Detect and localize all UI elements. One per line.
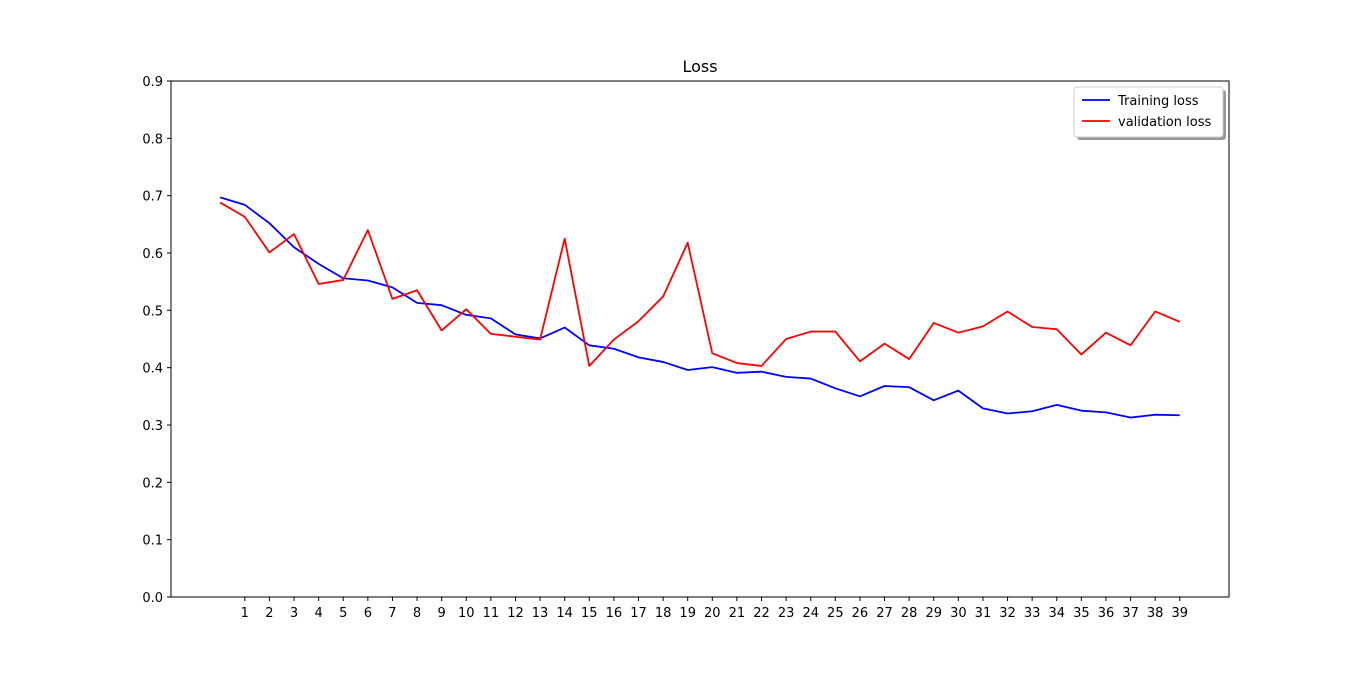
plot-frame xyxy=(170,80,1230,598)
y-tick-label: 0.9 xyxy=(142,75,163,90)
x-tick-label: 30 xyxy=(950,606,967,621)
x-tick-label: 5 xyxy=(339,606,347,621)
x-tick-label: 11 xyxy=(483,606,500,621)
x-tick-label: 13 xyxy=(532,606,549,621)
y-tick-label: 0.7 xyxy=(142,190,163,205)
x-tick-label: 26 xyxy=(852,606,869,621)
series-layer xyxy=(219,196,1181,419)
x-tick-label: 21 xyxy=(729,606,746,621)
legend-label: validation loss xyxy=(1118,115,1211,130)
legend-box xyxy=(1073,86,1224,138)
x-tick-label: 29 xyxy=(925,606,942,621)
x-tick-label: 8 xyxy=(413,606,421,621)
x-tick-label: 25 xyxy=(827,606,844,621)
x-tick-label: 14 xyxy=(556,606,573,621)
x-tick-label: 9 xyxy=(438,606,446,621)
x-tick-label: 3 xyxy=(290,606,298,621)
y-tick-label: 0.2 xyxy=(142,476,163,491)
y-tick-label: 0.8 xyxy=(142,132,163,147)
x-tick-label: 18 xyxy=(655,606,672,621)
x-tick-label: 12 xyxy=(507,606,524,621)
x-tick-label: 20 xyxy=(704,606,721,621)
y-tick-label: 0.3 xyxy=(142,419,163,434)
x-tick-label: 38 xyxy=(1147,606,1164,621)
x-axis: 1 2 3 4 5 6 7 8 9 10 11 12 13 14 15 16 17 18 19 20 21 22 23 24 2… xyxy=(241,597,1188,621)
x-tick-label: 37 xyxy=(1122,606,1139,621)
x-tick-label: 32 xyxy=(999,606,1016,621)
y-tick-label: 0.5 xyxy=(142,304,163,319)
x-tick-label: 27 xyxy=(876,606,893,621)
x-tick-label: 36 xyxy=(1098,606,1115,621)
x-tick-label: 10 xyxy=(458,606,475,621)
x-tick-label: 19 xyxy=(679,606,696,621)
x-tick-label: 2 xyxy=(265,606,273,621)
x-tick-label: 31 xyxy=(975,606,992,621)
legend: Training loss validation loss xyxy=(1073,86,1226,140)
y-tick-label: 0.4 xyxy=(142,362,163,377)
x-tick-label: 16 xyxy=(606,606,623,621)
x-tick-label: 7 xyxy=(388,606,396,621)
x-tick-label: 23 xyxy=(778,606,795,621)
x-tick-label: 22 xyxy=(753,606,770,621)
x-tick-label: 17 xyxy=(630,606,647,621)
x-tick-label: 6 xyxy=(364,606,372,621)
x-tick-label: 39 xyxy=(1172,606,1189,621)
series-line-training-loss xyxy=(219,196,1180,419)
x-tick-label: 33 xyxy=(1024,606,1041,621)
y-tick-label: 0.6 xyxy=(142,247,163,262)
y-tick-label: 0.1 xyxy=(142,534,163,549)
x-tick-label: 15 xyxy=(581,606,598,621)
x-tick-label: 24 xyxy=(802,606,819,621)
x-tick-label: 35 xyxy=(1073,606,1090,621)
x-tick-label: 4 xyxy=(314,606,322,621)
chart-title: Loss xyxy=(682,57,717,76)
y-axis: 0.0 0.1 0.2 0.3 0.4 0.5 0.6 0.7 0.8 0.9 xyxy=(142,75,171,606)
legend-label: Training loss xyxy=(1117,94,1199,109)
x-tick-label: 28 xyxy=(901,606,918,621)
x-tick-label: 34 xyxy=(1048,606,1065,621)
x-tick-label: 1 xyxy=(241,606,249,621)
series-line-validation-loss xyxy=(219,201,1181,367)
y-tick-label: 0.0 xyxy=(142,591,163,606)
